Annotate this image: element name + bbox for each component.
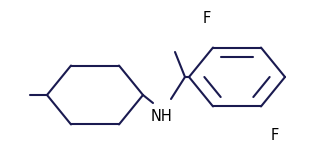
Text: NH: NH [150, 109, 172, 124]
Text: F: F [203, 10, 211, 26]
Text: F: F [271, 128, 279, 142]
